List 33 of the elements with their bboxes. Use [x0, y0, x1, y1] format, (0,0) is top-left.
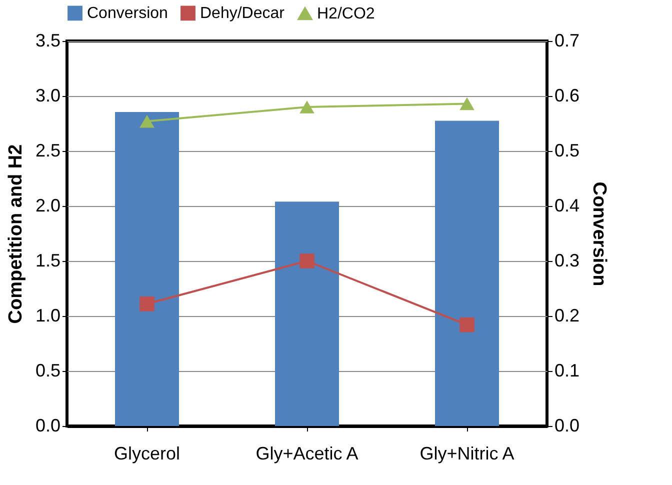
bar [435, 120, 499, 426]
point [300, 100, 314, 114]
y2-tick-label: 0.7 [554, 30, 580, 50]
x-tick-label: Gly+Acetic A [256, 444, 358, 464]
bar [275, 202, 339, 426]
point [300, 254, 314, 268]
legend-label: Dehy/Decar [200, 5, 286, 22]
y2-tick-label: 0.4 [554, 196, 580, 216]
y2-tick-label: 0.5 [554, 140, 580, 160]
point [140, 296, 154, 312]
bar [115, 112, 179, 426]
y2-tick-label: 0.1 [554, 360, 580, 380]
y2-tick-label: 0.2 [554, 306, 580, 326]
y-tick-label: 3.5 [35, 30, 60, 50]
legend-label: H2/CO2 [317, 6, 375, 23]
legend-label: Conversion [87, 5, 168, 22]
y2-tick-label: 0.0 [554, 416, 580, 436]
y-axis-title: Competition and H2 [5, 144, 26, 324]
point [460, 97, 474, 110]
y-tick-label: 2.5 [35, 140, 60, 160]
y-tick-label: 1.5 [35, 250, 60, 270]
y-tick-label: 3.0 [35, 86, 60, 106]
y-tick-label: 0.5 [35, 360, 60, 380]
y-tick-label: 2.0 [35, 196, 60, 216]
point [140, 114, 154, 128]
y2-tick-label: 0.6 [554, 86, 580, 106]
y-tick-label: 1.0 [35, 306, 60, 326]
y2-tick-label: 0.3 [554, 250, 580, 270]
point [460, 317, 474, 332]
y2-axis-title: Conversion [588, 182, 610, 286]
y-tick-label: 0.0 [35, 416, 60, 436]
x-tick-label: Glycerol [114, 444, 180, 464]
x-tick-label: Gly+Nitric A [420, 444, 514, 464]
